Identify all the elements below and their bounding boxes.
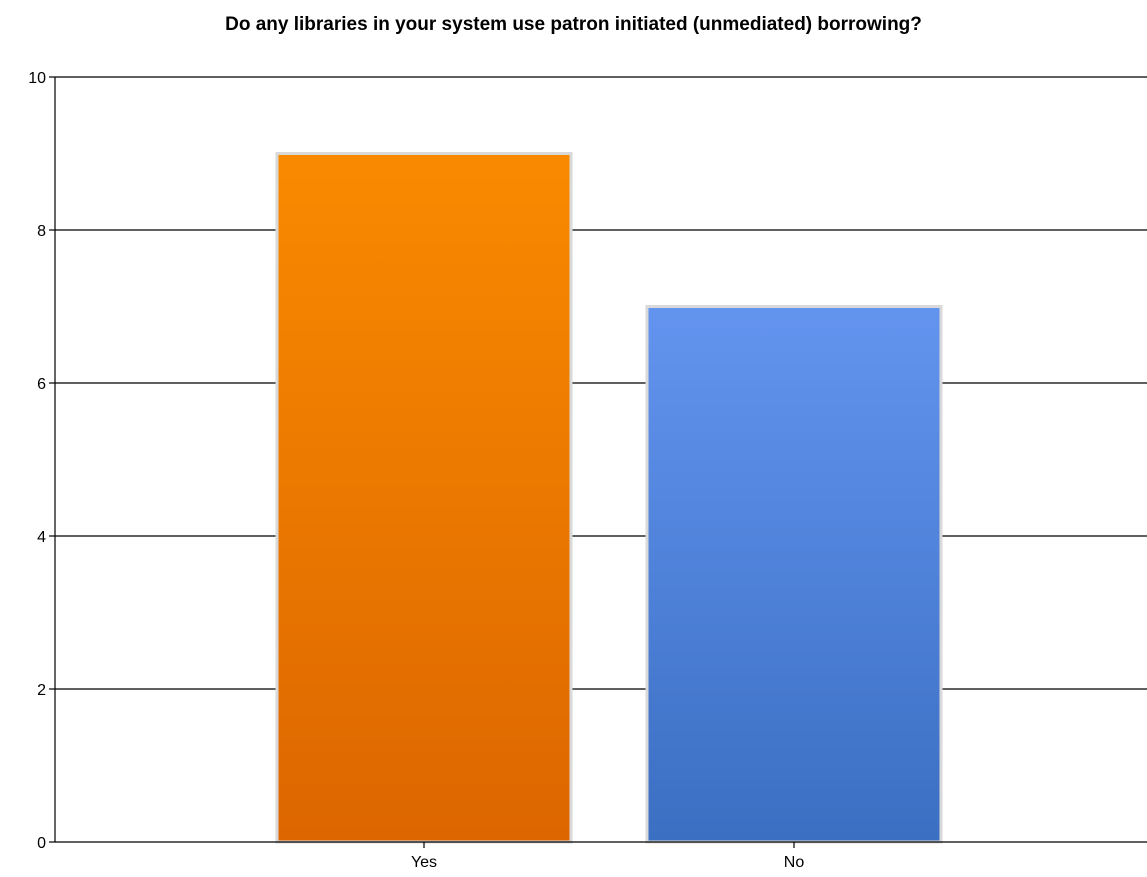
bar-no [645,305,943,844]
gridlines [55,76,1147,690]
y-tick-label-2: 2 [37,682,46,699]
tick-labels: 0 2 4 6 8 10 Yes No [28,70,804,871]
y-tick-label-8: 8 [37,223,46,240]
y-tick-label-4: 4 [37,529,46,546]
x-tick-label-no: No [784,854,805,871]
bar-yes [275,152,573,844]
y-tick-label-0: 0 [37,835,46,852]
axes [49,76,1147,848]
x-tick-label-yes: Yes [411,854,437,871]
y-tick-label-10: 10 [28,70,46,87]
y-tick-label-6: 6 [37,376,46,393]
bars [275,152,943,844]
chart-title: Do any libraries in your system use patr… [225,14,922,35]
